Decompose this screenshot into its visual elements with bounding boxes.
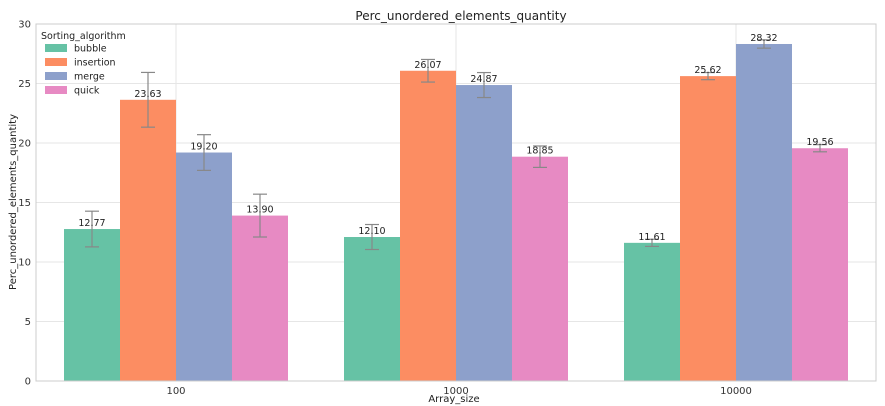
legend-label-quick: quick (74, 86, 100, 97)
y-tick-label: 10 (18, 258, 31, 269)
bar-insertion (680, 76, 736, 381)
bar-bubble (624, 242, 680, 381)
y-axis-label: Perc_unordered_elements_quantity (8, 114, 19, 290)
legend-swatch-quick (45, 86, 67, 94)
data-label: 24.87 (470, 74, 497, 85)
data-label: 25.62 (694, 65, 721, 76)
bar-merge (736, 43, 792, 381)
data-label: 19.20 (190, 142, 217, 153)
bar-quick (232, 215, 288, 381)
y-tick-label: 30 (18, 20, 31, 31)
y-tick-label: 15 (18, 198, 31, 209)
legend-label-bubble: bubble (74, 44, 107, 55)
plot-frame (35, 23, 877, 382)
legend-label-merge: merge (74, 72, 105, 83)
x-tick-label: 100 (166, 386, 185, 397)
y-tick-label: 20 (18, 139, 31, 150)
bar-merge (456, 85, 512, 381)
data-label: 23.63 (134, 89, 161, 100)
x-tick-label: 10000 (720, 386, 752, 397)
data-label: 26.07 (414, 60, 441, 71)
legend: Sorting_algorithm bubble insertion merge qu… (41, 31, 126, 97)
legend-label-insertion: insertion (74, 58, 116, 69)
data-label: 28.32 (750, 33, 777, 44)
bar-bubble (344, 237, 400, 381)
data-label: 18.85 (526, 146, 553, 157)
data-label: 11.61 (638, 232, 665, 243)
bar-quick (512, 156, 568, 381)
x-tick-label: 1000 (443, 386, 468, 397)
data-label: 19.56 (806, 137, 833, 148)
x-axis-label: Array_size (428, 394, 479, 405)
data-label: 13.90 (246, 205, 273, 216)
legend-swatch-bubble (45, 44, 67, 52)
bar-quick (792, 148, 848, 381)
legend-title: Sorting_algorithm (41, 31, 126, 42)
legend-swatch-merge (45, 72, 67, 80)
chart-title: Perc_unordered_elements_quantity (355, 9, 566, 23)
data-label: 12.77 (78, 218, 105, 229)
axes: 0 5 10 15 20 25 30 100 1000 10000 (18, 20, 877, 397)
bars (64, 43, 848, 381)
legend-swatch-insertion (45, 58, 67, 66)
y-tick-label: 5 (25, 317, 31, 328)
bar-merge (176, 152, 232, 381)
error-bars (85, 39, 827, 251)
bar-labels: 12.77 12.10 11.61 23.63 26.07 25.62 19.20 24.87… (78, 33, 833, 243)
bar-bubble (64, 229, 120, 381)
data-label: 12.10 (358, 226, 385, 237)
y-tick-label: 25 (18, 79, 31, 90)
bar-insertion (400, 70, 456, 381)
bar-insertion (120, 99, 176, 381)
y-tick-label: 0 (25, 377, 31, 388)
